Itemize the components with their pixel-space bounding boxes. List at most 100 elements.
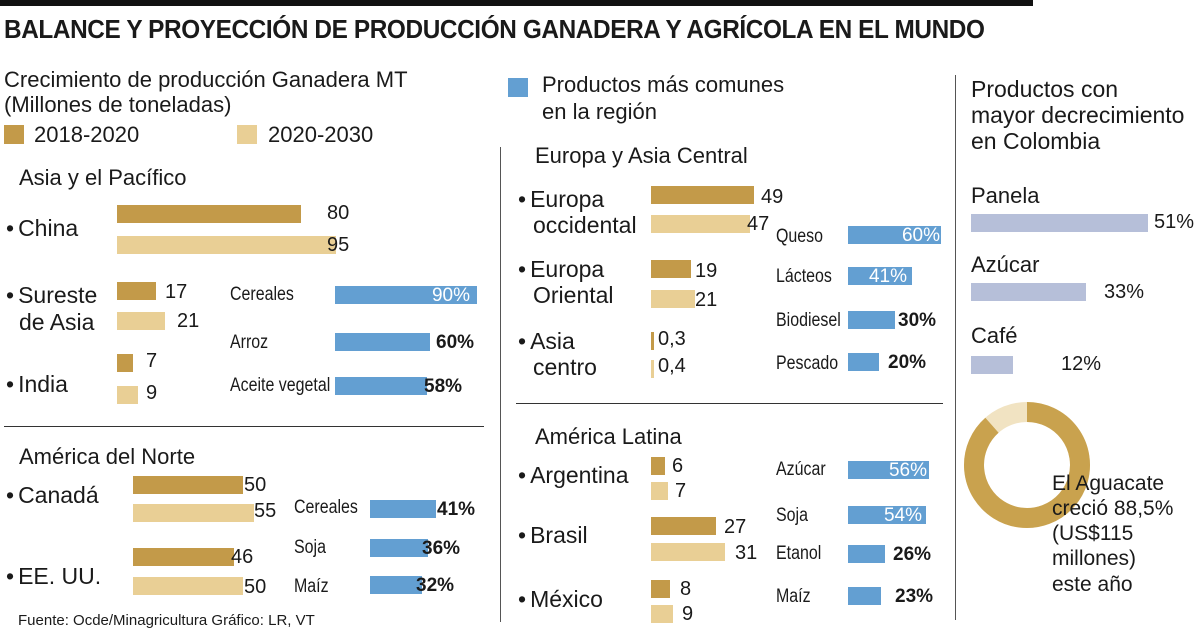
colombia-bar-panela <box>971 214 1149 232</box>
product-bar-na-soja <box>370 539 428 557</box>
bar-asia-india-2030 <box>117 386 138 404</box>
region-title-asia-pacific: Asia y el Pacífico <box>19 165 187 190</box>
product-bar-eu-biodiesel <box>848 311 895 329</box>
product-label-eu-pescado: Pescado <box>776 353 839 374</box>
product-value-na-cereales: 41% <box>437 499 476 520</box>
value-la-argentina-2030: 7 <box>675 480 687 502</box>
bar-asia-china-2018 <box>117 205 301 223</box>
colombia-value-cafe: 12% <box>1061 353 1102 375</box>
country-label-argentina: Argentina <box>518 462 628 489</box>
subtitle-line2: (Millones de toneladas) <box>4 92 232 117</box>
country-label-asia-centro-line1: Asia <box>518 328 575 355</box>
bar-la-brasil-2030 <box>651 543 726 561</box>
product-label-na-cereales: Cereales <box>294 497 358 518</box>
top-rule <box>0 0 1033 6</box>
product-value-asia-arroz: 60% <box>436 332 475 353</box>
product-bar-asia-cereales <box>335 286 478 304</box>
divider-vertical-right <box>955 75 956 620</box>
legend-swatch-common-products <box>508 78 528 97</box>
product-label-eu-biodiesel: Biodiesel <box>776 310 841 331</box>
avocado-text-line5: este año <box>1052 573 1133 596</box>
avocado-text-line3: (US$115 <box>1052 522 1134 545</box>
avocado-text-line2: creció 88,5% <box>1052 497 1174 520</box>
bar-asia-india-2018 <box>117 354 134 372</box>
country-label-india: India <box>6 371 68 398</box>
value-na-canada-2018: 50 <box>244 474 267 496</box>
colombia-label-azucar: Azúcar <box>971 252 1040 277</box>
value-asia-sureste-2030: 21 <box>177 310 200 332</box>
value-asia-china-2030: 95 <box>327 234 350 256</box>
legend-label-2020-2030: 2020-2030 <box>268 122 374 147</box>
colombia-bar-cafe <box>971 356 1013 374</box>
product-bar-eu-queso <box>848 226 941 244</box>
bar-eu-asia-2018 <box>651 332 654 350</box>
product-value-eu-pescado: 20% <box>888 352 927 373</box>
bar-na-canada-2018 <box>133 476 243 494</box>
bar-na-usa-2018 <box>133 548 235 566</box>
value-eu-asia-2018: 0,3 <box>658 328 686 350</box>
region-title-latin-america: América Latina <box>535 424 682 449</box>
avocado-text-line4: millones) <box>1052 547 1137 570</box>
bar-na-canada-2030 <box>133 504 254 522</box>
value-la-argentina-2018: 6 <box>672 455 684 477</box>
product-value-asia-cereales: 90% <box>431 285 470 306</box>
value-eu-occ-2018: 49 <box>761 186 784 208</box>
country-label-sureste-line1: Sureste <box>6 282 97 309</box>
bar-eu-occ-2030 <box>651 215 750 233</box>
country-label-brasil: Brasil <box>518 522 588 549</box>
product-value-eu-biodiesel: 30% <box>898 310 937 331</box>
country-label-europa-or-line2: Oriental <box>533 282 614 308</box>
divider-middle <box>516 403 943 404</box>
source-note: Fuente: Ocde/Minagricultura Gráfico: LR,… <box>18 612 315 629</box>
product-value-eu-lacteos: 41% <box>868 266 907 287</box>
country-label-europa-occ-line2: occidental <box>533 212 637 238</box>
bar-la-mexico-2018 <box>651 580 671 598</box>
product-label-na-maiz: Maíz <box>294 576 329 597</box>
value-asia-india-2018: 7 <box>146 350 158 372</box>
value-la-brasil-2030: 31 <box>735 542 758 564</box>
product-label-na-soja: Soja <box>294 537 326 558</box>
page-title: BALANCE Y PROYECCIÓN DE PRODUCCIÓN GANAD… <box>4 16 985 44</box>
bar-eu-occ-2018 <box>651 186 754 204</box>
product-bar-la-azucar <box>848 461 929 479</box>
colombia-value-panela: 51% <box>1154 211 1195 233</box>
bar-la-argentina-2030 <box>651 482 668 500</box>
product-value-asia-aceite: 58% <box>424 376 463 397</box>
product-bar-na-maiz <box>370 576 422 594</box>
divider-left <box>4 426 484 427</box>
bar-eu-asia-2030 <box>651 360 654 378</box>
country-label-europa-occ-line1: Europa <box>518 186 604 213</box>
legend-swatch-2018-2020 <box>4 125 24 144</box>
product-value-la-maiz: 23% <box>895 586 934 607</box>
value-na-usa-2030: 50 <box>244 576 267 598</box>
bar-asia-china-2030 <box>117 236 336 254</box>
bar-eu-or-2030 <box>651 290 696 308</box>
product-label-asia-aceite: Aceite vegetal <box>230 375 331 396</box>
country-label-mexico: México <box>518 586 603 613</box>
divider-vertical-left <box>500 147 501 622</box>
value-la-mexico-2018: 8 <box>680 578 692 600</box>
product-value-la-etanol: 26% <box>893 544 932 565</box>
bar-la-argentina-2018 <box>651 457 666 475</box>
country-label-canada: Canadá <box>6 482 99 509</box>
product-label-eu-lacteos: Lácteos <box>776 266 832 287</box>
country-label-asia-centro-line2: centro <box>533 354 597 380</box>
bar-la-brasil-2018 <box>651 517 716 535</box>
legend-label-2018-2020: 2018-2020 <box>34 122 140 147</box>
value-la-mexico-2030: 9 <box>682 603 694 625</box>
colombia-heading-line2: mayor decrecimiento <box>971 102 1185 128</box>
product-label-la-etanol: Etanol <box>776 543 822 564</box>
product-bar-asia-aceite <box>335 377 427 395</box>
value-na-canada-2030: 55 <box>254 500 277 522</box>
colombia-heading-line3: en Colombia <box>971 128 1101 154</box>
product-bar-na-cereales <box>370 500 436 518</box>
legend-swatch-2020-2030 <box>237 125 257 144</box>
country-label-sureste-line2: de Asia <box>19 309 95 335</box>
value-asia-china-2018: 80 <box>327 202 350 224</box>
product-label-la-azucar: Azúcar <box>776 459 826 480</box>
colombia-value-azucar: 33% <box>1104 281 1145 303</box>
product-bar-eu-pescado <box>848 353 879 371</box>
value-eu-occ-2030: 47 <box>747 213 770 235</box>
subtitle-line1: Crecimiento de producción Ganadera MT <box>4 67 408 92</box>
avocado-text-line1: El Aguacate <box>1052 472 1165 495</box>
